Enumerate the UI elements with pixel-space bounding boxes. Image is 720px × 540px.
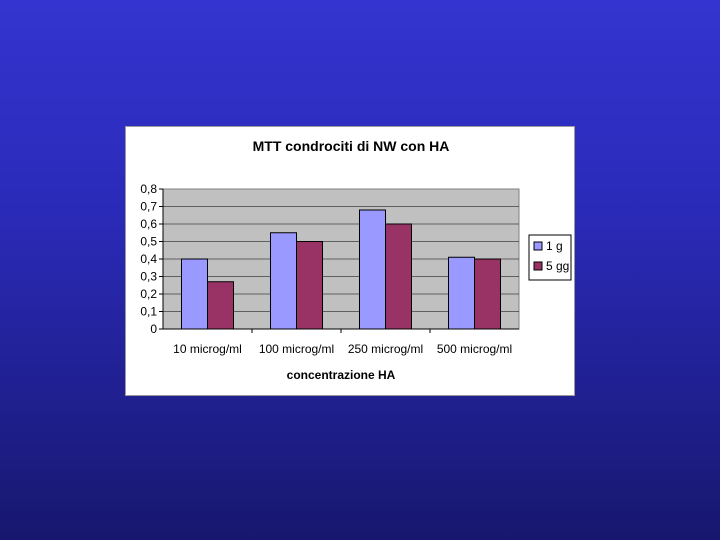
bar-1-1 <box>181 258 208 330</box>
bar-2-4 <box>474 258 501 330</box>
y-tick-label: 0,5 <box>140 235 157 249</box>
x-tick-label: 500 microg/ml <box>437 342 512 356</box>
x-axis-label: concentrazione HA <box>287 368 396 382</box>
legend: 1 g 5 gg <box>528 234 572 281</box>
y-tick-label: 0,1 <box>140 305 157 319</box>
legend-swatch <box>533 261 543 271</box>
legend-label: 5 gg <box>546 259 569 273</box>
y-axis: 0 0,1 0,2 0,3 0,4 0,5 0,6 0,7 0,8 <box>140 182 164 336</box>
y-tick-label: 0,8 <box>140 182 157 196</box>
y-tick-label: 0 <box>150 322 157 336</box>
chart-title: MTT condrociti di NW con HA <box>253 138 450 154</box>
x-tick-label: 10 microg/ml <box>173 342 242 356</box>
bar-2-2 <box>296 241 323 330</box>
bar-1-2 <box>270 232 297 330</box>
x-axis: 10 microg/ml 100 microg/ml 250 microg/ml 50… <box>163 328 519 356</box>
legend-label: 1 g <box>546 239 563 253</box>
bars <box>181 209 501 330</box>
y-tick-label: 0,2 <box>140 287 157 301</box>
legend-swatch <box>533 241 543 251</box>
bar-2-1 <box>207 281 234 330</box>
x-tick-label: 100 microg/ml <box>259 342 334 356</box>
chart-panel: MTT condrociti di NW con HA 0 0,1 0,2 0,3 0,… <box>125 126 575 396</box>
y-tick-label: 0,7 <box>140 200 157 214</box>
y-tick-label: 0,4 <box>140 252 157 266</box>
bar-1-4 <box>448 256 475 330</box>
bar-2-3 <box>385 223 412 330</box>
x-tick-label: 250 microg/ml <box>348 342 423 356</box>
y-tick-label: 0,6 <box>140 217 157 231</box>
bar-1-3 <box>359 209 386 330</box>
y-tick-label: 0,3 <box>140 270 157 284</box>
bar-chart: MTT condrociti di NW con HA 0 0,1 0,2 0,3 0,… <box>140 138 572 382</box>
